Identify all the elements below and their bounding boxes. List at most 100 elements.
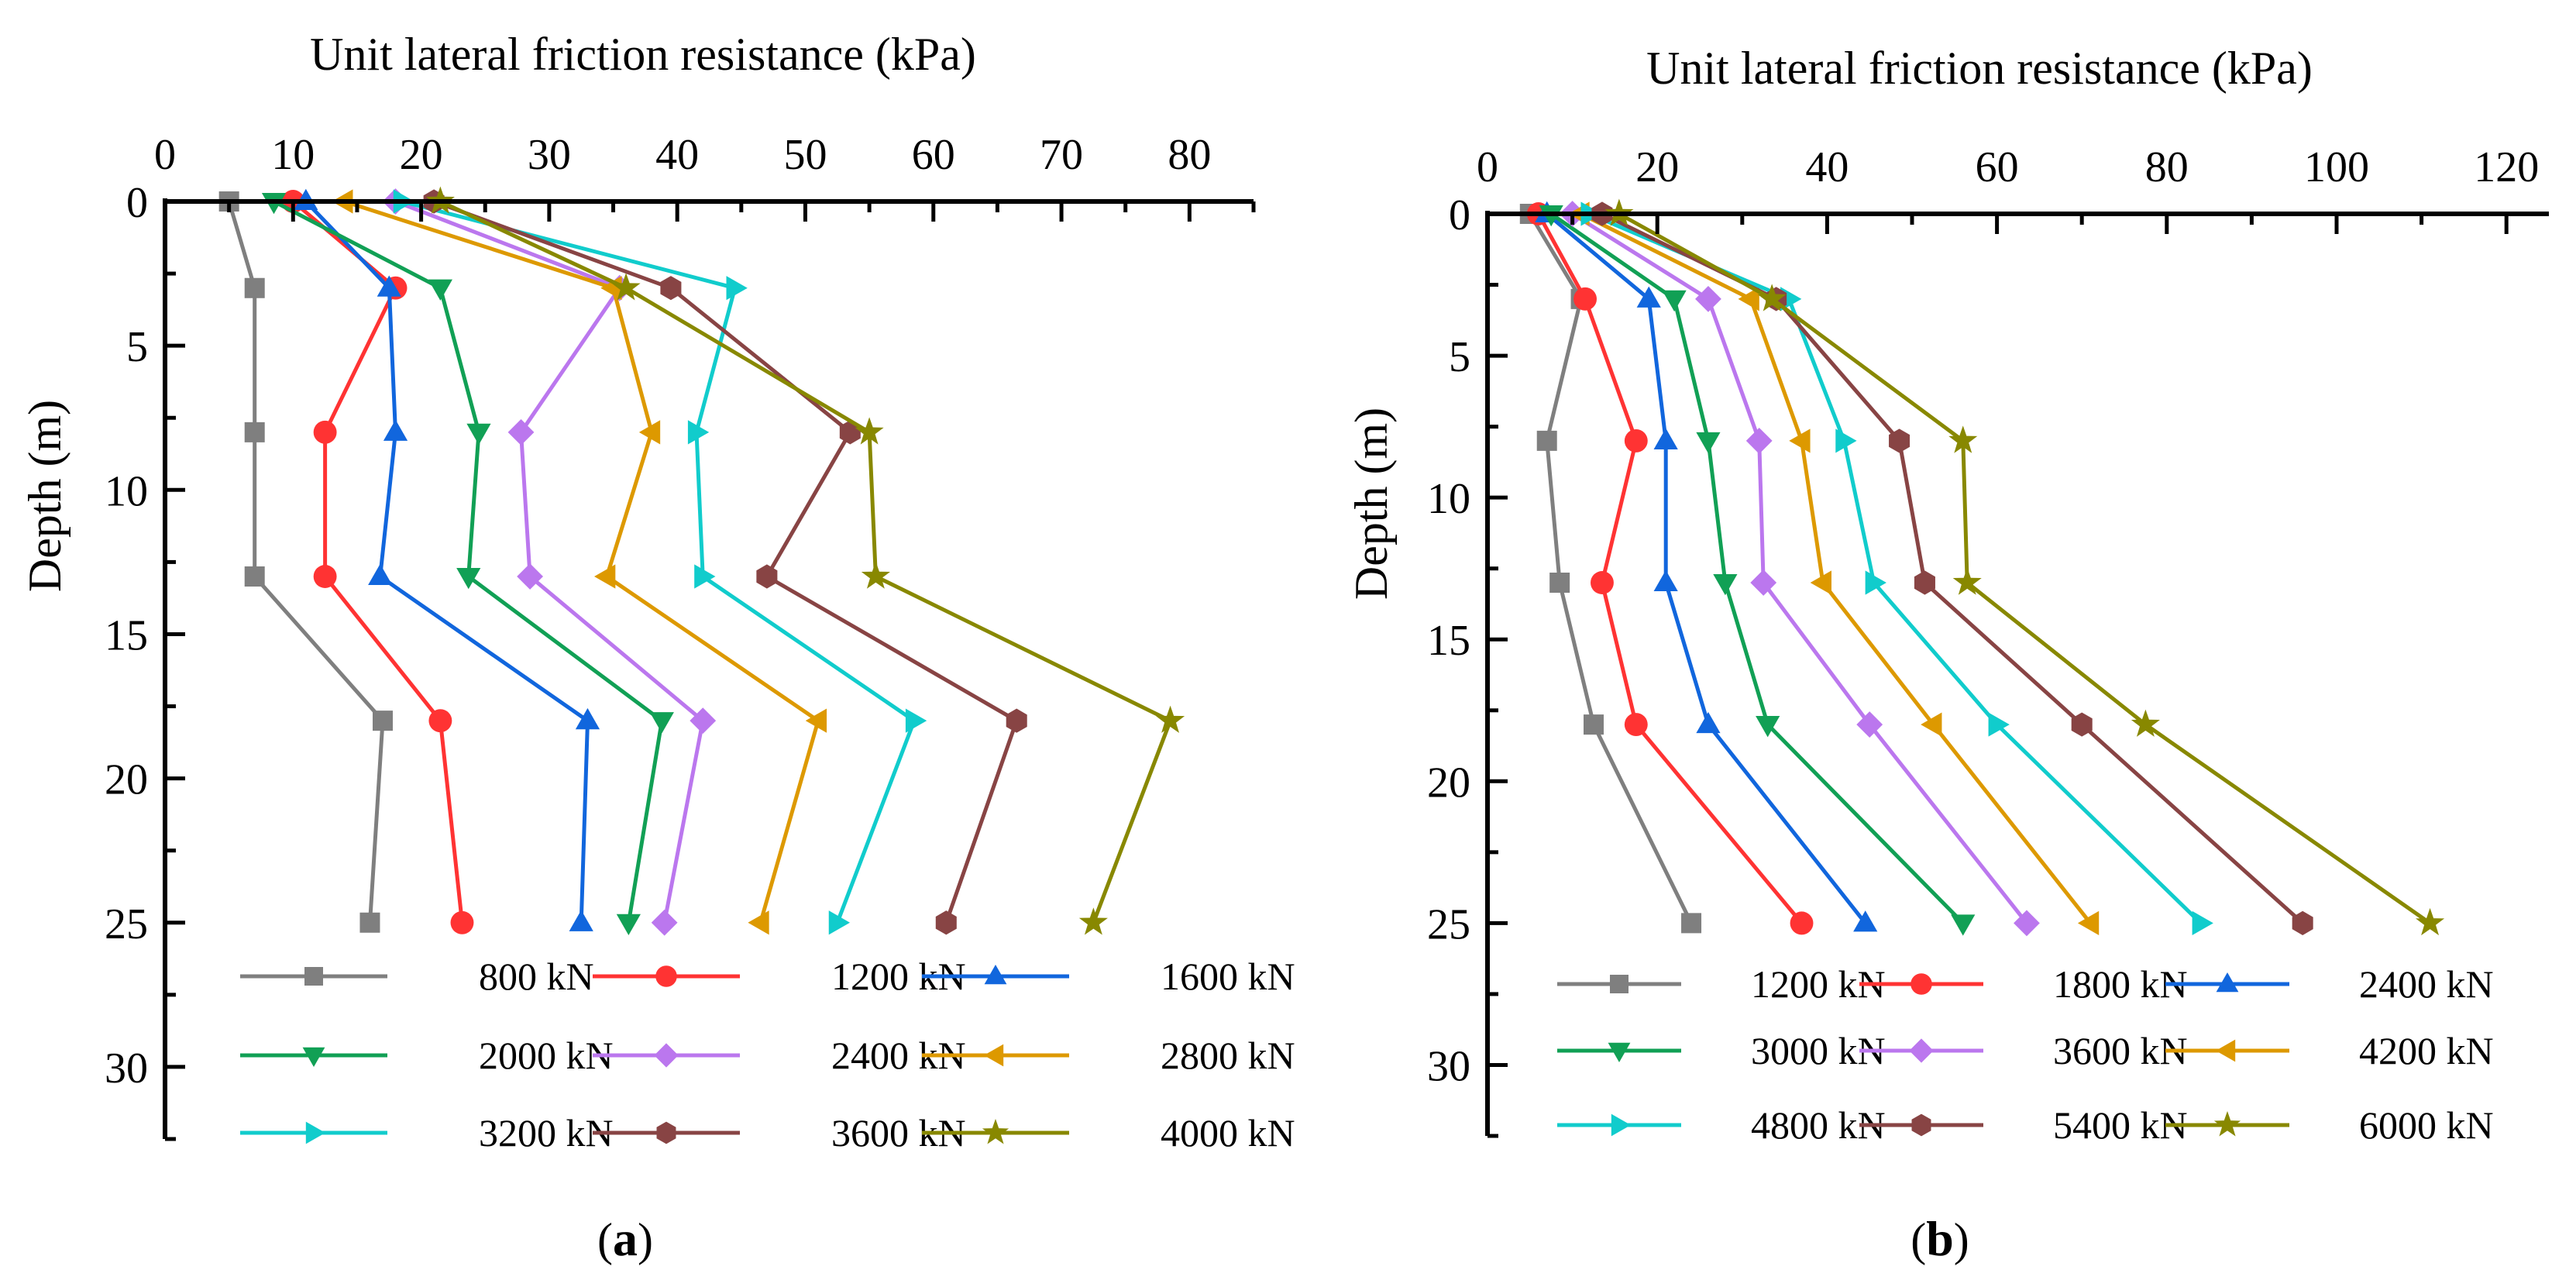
y-tick-label: 5 [126,323,148,371]
legend-marker [305,1121,325,1144]
data-point [1738,287,1759,311]
y-tick-label: 0 [1449,191,1470,239]
legend-entry: 6000 kN [2165,1103,2494,1147]
x-tick-label: 30 [528,131,571,179]
legend-label: 2800 kN [1161,1034,1295,1077]
y-tick-label: 15 [105,611,148,659]
y-tick-label: 30 [1427,1042,1470,1090]
series-line [433,199,1019,924]
data-point [1591,571,1614,594]
series-4200-kn [1568,201,2100,935]
legend-marker [2216,1039,2236,1062]
legend-label: 1800 kN [2053,962,2188,1006]
panel-label-a: (a) [597,1211,653,1266]
data-point [1713,573,1738,596]
series-line [1536,212,1804,925]
legend-marker [1610,975,1628,993]
series-3200-kn [393,189,927,935]
series-2000-kn [261,192,674,936]
data-point [575,707,600,730]
x-tick-label: 120 [2474,143,2539,191]
legend-entry: 2400 kN [2165,962,2494,1006]
data-point [2292,910,2313,935]
data-point [244,422,265,442]
x-tick-label: 10 [271,131,315,179]
y-axis-title: Depth (m) [19,400,71,592]
legend-entry: 800 kN [240,955,594,998]
legend-entry: 5400 kN [1859,1103,2188,1147]
data-point [428,709,452,733]
x-tick-label: 100 [2304,143,2369,191]
legend-entry: 3000 kN [1557,1029,1886,1072]
data-point [1536,430,1557,451]
data-point [1889,428,1911,453]
legend-marker [654,1043,679,1068]
data-point [517,563,543,590]
series-3600-kn [1559,201,2040,937]
data-point [1988,712,2010,737]
data-point [651,909,678,936]
x-tick-label: 80 [2145,143,2189,191]
data-point [1653,428,1678,449]
chart-panel-b: 0 20 40 60 80 100 120 0 5 10 15 20 25 30 Unit lateral… [1346,43,2549,1266]
x-tick-label: 60 [1976,143,2019,191]
legend-marker [2213,1111,2241,1137]
legend-label: 4000 kN [1161,1111,1295,1155]
series-6000-kn [1604,198,2445,936]
data-point [1810,570,1831,595]
legend-entry: 2400 kN [593,1034,966,1077]
data-point [839,420,861,445]
x-tick-label: 20 [1635,143,1679,191]
series-line [439,199,1173,924]
data-point [450,910,474,934]
data-point [1789,428,1811,453]
legend-entry: 1200 kN [593,955,966,998]
data-point [383,419,408,441]
legend-label: 2400 kN [2359,962,2494,1006]
chart-panel-a: 0 10 20 30 40 50 60 70 80 0 5 10 15 20 25 30 Unit later… [19,29,1295,1266]
series-1800-kn [1526,202,1814,935]
legend-marker [1909,1038,1934,1063]
data-point [1865,570,1886,595]
x-tick-label: 60 [912,131,955,179]
y-tick-label: 10 [1427,475,1470,523]
data-point [1549,573,1570,593]
x-tick-label: 0 [1477,143,1498,191]
data-point [428,279,452,301]
x-axis-title: Unit lateral friction resistance (kPa) [310,29,976,80]
series-line [227,201,385,923]
data-point [1853,910,1878,932]
data-point [1948,425,1978,453]
data-point [638,420,661,445]
data-point [377,275,401,297]
series-2800-kn [332,189,827,935]
legend-marker [1911,973,1932,995]
data-point [1078,907,1108,935]
data-point [1757,284,1787,311]
data-point [1156,705,1185,733]
data-point [2131,709,2160,737]
data-point [368,563,393,586]
data-point [616,914,641,936]
data-point [2071,712,2093,737]
legend-entry: 4200 kN [2165,1029,2494,1072]
series-2400-kn [382,188,717,936]
legend-label: 5400 kN [2053,1103,2188,1147]
x-tick-label: 0 [154,131,176,179]
series-line [1528,212,1694,924]
series-line [1601,212,2304,925]
panel-label-b: (b) [1911,1211,1969,1266]
data-point [466,423,491,446]
data-point [1662,290,1687,312]
legend-label: 2000 kN [479,1034,614,1077]
data-point [2192,910,2213,935]
legend-marker [1611,1113,1631,1137]
data-point [594,564,616,589]
data-point [805,708,827,733]
data-point [1653,570,1678,592]
data-point [828,910,851,935]
data-point [756,564,778,589]
data-point [1790,911,1814,935]
legend-entry: 3600 kN [593,1111,966,1155]
data-point [1681,913,1702,934]
